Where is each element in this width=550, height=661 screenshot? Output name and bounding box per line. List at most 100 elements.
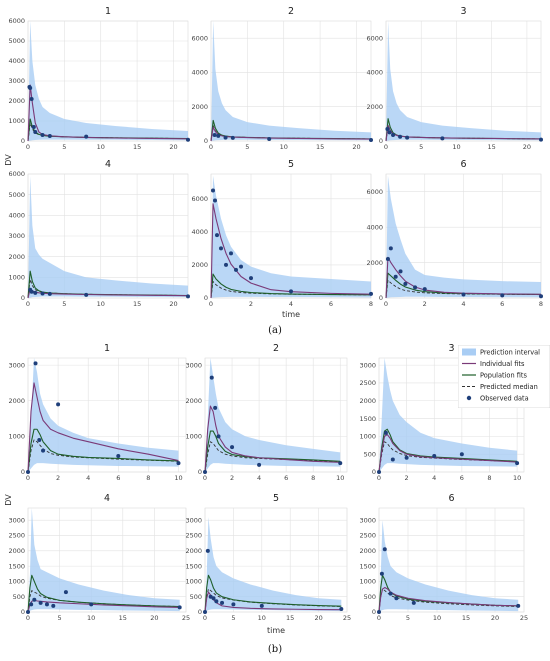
observed-data-point: [47, 134, 52, 138]
b-panel-6: 0 5 10 15 20 25 0 500 1000 1500 2000 2500 3000 6: [359, 493, 528, 622]
x-tick-label: 15: [133, 143, 141, 151]
x-tick-label: 10: [336, 474, 344, 482]
prediction-interval-band: [28, 508, 180, 612]
y-tick-label: 1500: [185, 562, 202, 570]
y-tick-label: 2000: [191, 261, 208, 269]
x-tick-label: 15: [133, 300, 141, 308]
x-tick-label: 4: [289, 300, 293, 308]
y-tick-label: 3000: [8, 232, 25, 240]
x-tick-label: 20: [523, 143, 531, 151]
observed-data-point: [209, 375, 214, 380]
population-fit-line: [210, 273, 372, 299]
y-tick-label: 0: [379, 294, 383, 302]
individual-fit-line: [204, 405, 341, 473]
observed-data-point: [29, 97, 34, 101]
y-tick-label: 3000: [8, 361, 25, 369]
observed-data-point: [230, 135, 235, 140]
y-tick-label: 1000: [185, 578, 202, 586]
individual-fit-line: [378, 586, 519, 613]
y-tick-label: 6000: [8, 170, 25, 178]
y-tick-label: 6000: [191, 195, 208, 203]
observed-data-point: [38, 600, 43, 605]
observed-data-point: [33, 290, 38, 295]
observed-data-point: [214, 599, 219, 604]
x-tick-label: 6: [284, 474, 288, 482]
x-tick-label: 10: [97, 300, 105, 308]
x-tick-label: 0: [203, 614, 207, 622]
y-tick-label: 4000: [8, 212, 25, 220]
observed-data-point: [289, 289, 293, 294]
observed-data-point: [216, 434, 221, 439]
y-axis-label: DV: [4, 154, 13, 166]
a-panel-5: 0 2 4 6 8 0 2000 4000 6000 5: [191, 159, 373, 308]
observed-data-point: [212, 133, 217, 137]
y-tick-label: 3000: [185, 361, 202, 369]
individual-fit-line: [378, 434, 518, 473]
y-tick-label: 1500: [359, 415, 376, 423]
observed-data-point: [32, 597, 37, 602]
x-tick-label: 25: [343, 614, 351, 622]
observed-data-point: [383, 430, 388, 435]
y-tick-label: 2000: [366, 259, 383, 267]
y-tick-label: 1000: [359, 578, 376, 586]
y-tick-label: 4000: [191, 69, 208, 77]
y-tick-label: 0: [21, 137, 25, 145]
y-tick-label: 6000: [191, 34, 208, 42]
panel-title: 3: [460, 6, 466, 17]
observed-data-point: [116, 453, 121, 458]
y-tick-label: 1000: [8, 274, 25, 282]
observed-data-point: [388, 591, 393, 596]
x-tick-label: 10: [258, 614, 266, 622]
individual-fit-line: [210, 126, 372, 142]
y-tick-label: 2500: [359, 532, 376, 540]
y-tick-label: 4000: [191, 228, 208, 236]
x-tick-label: 15: [462, 614, 470, 622]
y-tick-label: 2000: [8, 397, 25, 405]
observed-data-point: [186, 294, 190, 299]
y-tick-label: 0: [21, 468, 25, 476]
x-tick-label: 10: [97, 143, 105, 151]
observed-data-point: [377, 470, 381, 474]
observed-data-point: [84, 292, 89, 297]
population-fit-line: [204, 574, 342, 613]
x-tick-label: 4: [461, 300, 465, 308]
x-tick-label: 8: [146, 474, 150, 482]
x-tick-label: 0: [384, 143, 388, 151]
observed-data-point: [33, 361, 38, 366]
observed-data-point: [230, 445, 235, 450]
y-tick-label: 3000: [8, 77, 25, 85]
b-panel-1: 0 2 4 6 8 10 0 1000 2000 3000 1: [8, 343, 187, 482]
a-panel-2: 0 5 10 15 20 0 2000 4000 6000 2: [191, 6, 373, 151]
observed-data-point: [203, 470, 207, 474]
prediction-interval-band: [28, 358, 179, 472]
observed-data-point: [234, 267, 238, 272]
panel-title: 1: [104, 343, 110, 354]
y-tick-label: 5000: [8, 37, 25, 45]
observed-data-point: [26, 470, 30, 474]
population-fit-line: [27, 428, 179, 473]
b-panel-2: 0 2 4 6 8 10 0 1000 2000 3000 2: [185, 343, 348, 482]
x-tick-label: 8: [539, 300, 543, 308]
x-tick-label: 5: [62, 143, 66, 151]
x-tick-label: 25: [520, 614, 528, 622]
observed-data-point: [339, 606, 344, 611]
observed-data-point: [229, 251, 233, 256]
y-tick-label: 2000: [191, 103, 208, 111]
observed-data-point: [403, 281, 408, 286]
y-tick-label: 3000: [359, 516, 376, 524]
x-tick-label: 2: [423, 300, 427, 308]
observed-data-point: [539, 294, 543, 299]
observed-data-point: [177, 605, 182, 610]
observed-data-point: [219, 246, 223, 251]
y-tick-label: 3000: [359, 361, 376, 369]
observed-data-point: [40, 291, 45, 296]
y-tick-label: 1500: [359, 562, 376, 570]
x-tick-label: 20: [169, 300, 177, 308]
x-tick-label: 0: [203, 474, 207, 482]
observed-data-point: [440, 136, 445, 141]
x-tick-label: 0: [26, 474, 30, 482]
observed-data-point: [398, 134, 403, 139]
x-tick-label: 0: [384, 300, 388, 308]
observed-data-point: [391, 133, 396, 137]
